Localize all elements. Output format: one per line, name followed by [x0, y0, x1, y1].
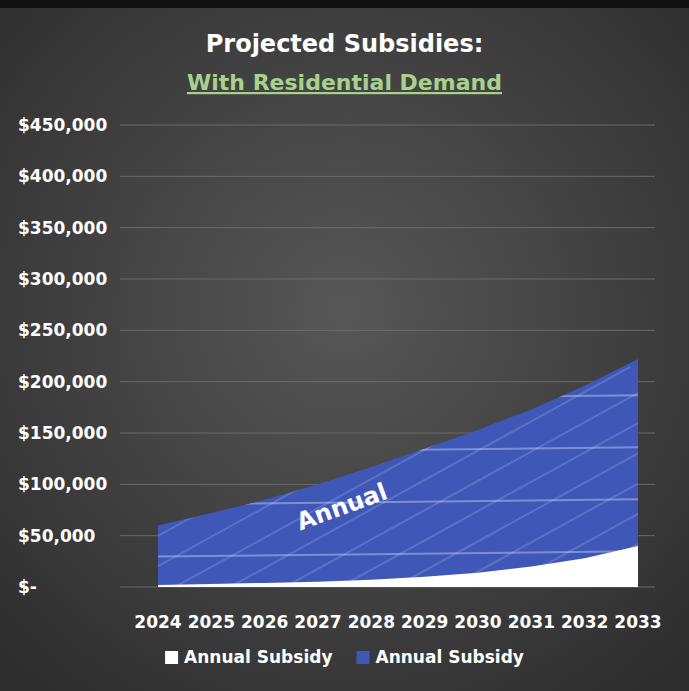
- y-tick-label: $150,000: [18, 423, 107, 443]
- panel-line: [120, 447, 655, 453]
- y-tick-label: $300,000: [18, 269, 107, 289]
- grid-line: [120, 176, 655, 177]
- x-tick-label: 2029: [401, 612, 448, 632]
- x-tick-label: 2028: [348, 612, 395, 632]
- x-tick-label: 2030: [454, 612, 501, 632]
- y-tick-label: $250,000: [18, 320, 107, 340]
- legend-item: Annual Subsidy: [357, 647, 524, 667]
- top-bar: [0, 0, 689, 8]
- x-tick-label: 2024: [134, 612, 181, 632]
- chart: Projected Subsidies: With Residential Dem…: [0, 0, 689, 691]
- annotation: Annual: [293, 478, 391, 537]
- grid-line: [120, 330, 655, 331]
- subtitle: With Residential Demand: [187, 70, 502, 95]
- areas: [120, 125, 655, 587]
- legend-swatch: [165, 651, 178, 664]
- panel-line: [120, 367, 300, 587]
- panel-line: [120, 291, 655, 297]
- grid-line: [120, 125, 655, 126]
- y-tick-label: $350,000: [18, 218, 107, 238]
- x-tick-label: 2032: [561, 612, 608, 632]
- y-tick-label: $400,000: [18, 166, 107, 186]
- legend-label: Annual Subsidy: [376, 647, 524, 667]
- y-tick-label: $50,000: [18, 526, 96, 546]
- x-tick-label: 2031: [508, 612, 555, 632]
- y-tick-label: $200,000: [18, 372, 107, 392]
- x-tick-label: 2033: [614, 612, 661, 632]
- legend: Annual Subsidy Annual Subsidy: [165, 647, 524, 667]
- panel-line: [120, 187, 655, 193]
- legend-label: Annual Subsidy: [184, 647, 332, 667]
- title: Projected Subsidies:: [206, 30, 484, 58]
- legend-swatch: [357, 651, 370, 664]
- y-tick-label: $100,000: [18, 474, 107, 494]
- area: [158, 546, 638, 587]
- grid-line: [120, 381, 655, 382]
- panel-line: [120, 239, 655, 245]
- panel-line: [120, 367, 245, 587]
- grid-line: [120, 279, 655, 280]
- grid-line: [120, 227, 655, 228]
- panel-line: [120, 395, 655, 401]
- y-tick-label: $-: [18, 577, 37, 597]
- legend-item: Annual Subsidy: [165, 647, 332, 667]
- x-tick-label: 2025: [188, 612, 235, 632]
- background: [0, 0, 689, 691]
- panel-texture: [120, 125, 655, 587]
- panel-line: [120, 343, 655, 349]
- panel-line: [120, 367, 135, 587]
- y-tick-label: $450,000: [18, 115, 107, 135]
- x-tick-label: 2026: [241, 612, 288, 632]
- panel-line: [120, 135, 655, 141]
- panel-line: [120, 551, 655, 557]
- x-tick-label: 2027: [294, 612, 341, 632]
